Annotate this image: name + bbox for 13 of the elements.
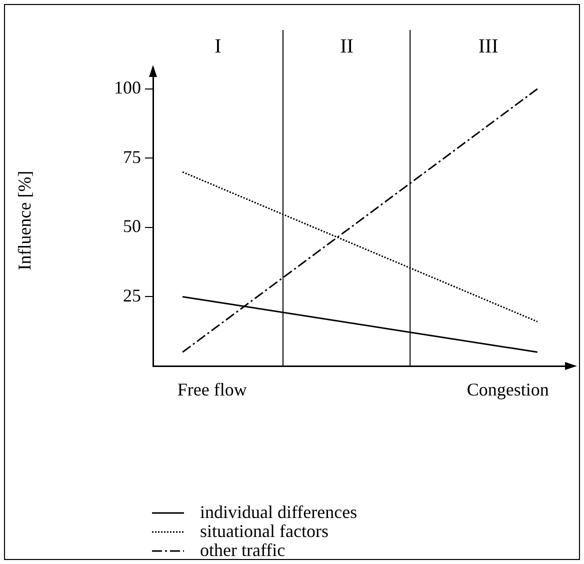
x-tick-label: Congestion [466, 380, 549, 400]
legend-label: other traffic [200, 540, 286, 560]
x-tick-label: Free flow [177, 380, 247, 400]
legend-label: situational factors [200, 521, 328, 541]
text: II [340, 35, 354, 58]
y-tick-label: 50 [123, 216, 141, 236]
y-tick-label: 100 [114, 78, 141, 98]
y-tick-label: 25 [123, 285, 141, 306]
y-tick-label: 75 [123, 146, 141, 167]
text: I [214, 35, 222, 58]
legend-label: individual differences [200, 502, 358, 522]
text: III [478, 35, 498, 58]
y-axis-title: Influence [%] [14, 170, 35, 270]
